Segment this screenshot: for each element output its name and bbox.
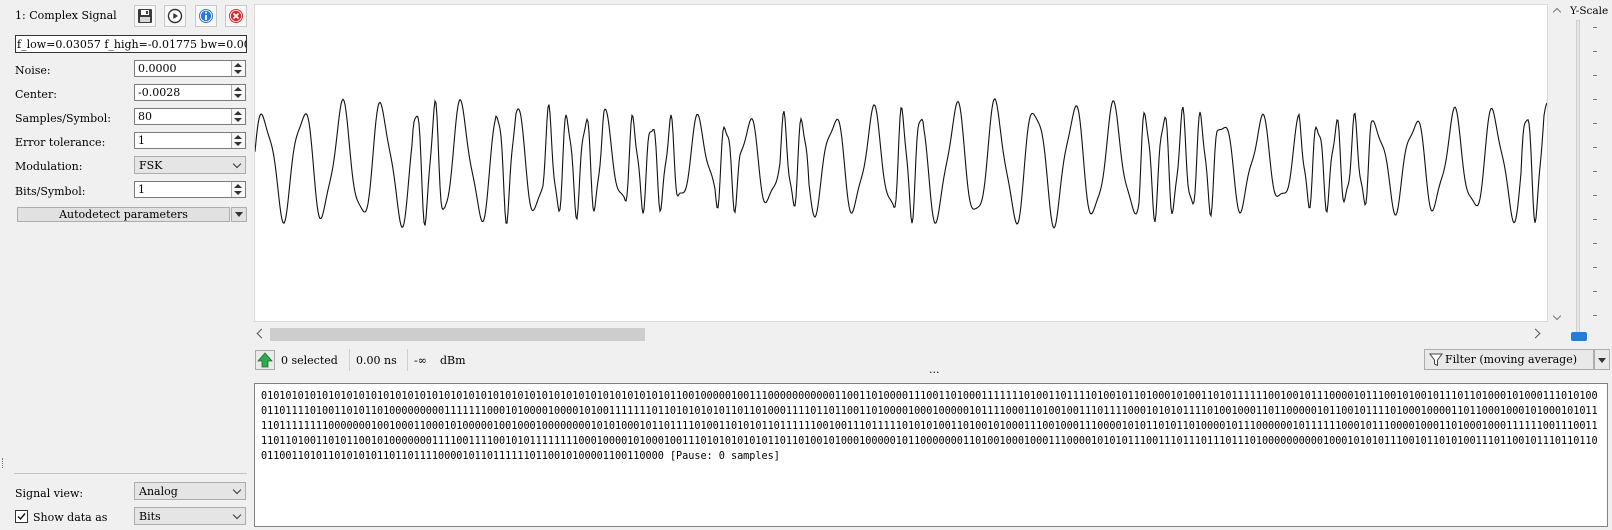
samples-per-symbol-spinbox[interactable]: 80 [134, 108, 246, 125]
y-scale-tick [1593, 291, 1597, 292]
y-scale-tick [1593, 75, 1597, 76]
filter-menu-button[interactable] [1594, 349, 1610, 370]
demodulated-bits: 0101010101010101010101010101010101010101… [261, 389, 1601, 464]
samples-per-symbol-label: Samples/Symbol: [15, 112, 112, 125]
waveform [255, 98, 1547, 229]
dropdown-arrow-icon [235, 212, 243, 217]
left-panel-divider [14, 473, 247, 474]
show-data-checkbox[interactable] [15, 510, 28, 523]
y-scale-tick [1593, 27, 1597, 28]
y-scale-scroll-down[interactable] [1552, 311, 1562, 321]
center-stepper[interactable] [231, 85, 245, 100]
center-label: Center: [15, 88, 57, 101]
green-up-arrow-icon [257, 352, 273, 368]
y-scale-tick [1593, 147, 1597, 148]
info-icon [199, 9, 213, 23]
y-scale-tick [1593, 219, 1597, 220]
center-value: -0.0028 [138, 86, 181, 99]
play-circle-icon [167, 8, 183, 24]
autodetect-button[interactable]: Autodetect parameters [17, 207, 230, 222]
export-button[interactable] [255, 350, 275, 370]
filter-button[interactable]: Filter (moving average) [1424, 349, 1594, 370]
autodetect-menu-button[interactable] [231, 207, 247, 222]
waveform-trace [255, 98, 1547, 229]
pause-marker: [Pause: 0 samples] [669, 451, 780, 462]
center-spinbox[interactable]: -0.0028 [134, 84, 246, 101]
floppy-disk-icon [138, 9, 152, 23]
chevron-down-icon [232, 485, 242, 495]
close-icon [229, 9, 243, 23]
bits-per-symbol-label: Bits/Symbol: [15, 185, 86, 198]
signal-view-select[interactable]: Analog [134, 482, 246, 500]
signal-info-field[interactable]: f_low=0.03057 f_high=-0.01775 bw=0.001 [15, 35, 247, 53]
chevron-down-icon [232, 159, 242, 169]
selection-duration: 0.00 ns [356, 354, 397, 367]
samples-per-symbol-stepper[interactable] [231, 109, 245, 124]
y-scale-tick [1593, 315, 1597, 316]
data-view[interactable]: 0101010101010101010101010101010101010101… [254, 383, 1608, 527]
bits-per-symbol-spinbox[interactable]: 1 [134, 181, 246, 198]
modulation-select[interactable]: FSK [134, 156, 246, 174]
power-value: -∞ [414, 354, 427, 367]
show-data-value: Bits [139, 510, 161, 523]
scroll-left-icon[interactable] [256, 328, 267, 339]
scroll-thumb[interactable] [270, 328, 645, 341]
funnel-icon [1429, 353, 1443, 367]
noise-value: 0.0000 [138, 62, 177, 75]
save-button[interactable] [134, 5, 156, 27]
splitter-handle[interactable] [2, 458, 5, 468]
modulation-label: Modulation: [15, 160, 83, 173]
error-tolerance-value: 1 [138, 134, 145, 147]
noise-stepper[interactable] [231, 61, 245, 76]
error-tolerance-label: Error tolerance: [15, 136, 106, 149]
y-scale-tick [1593, 51, 1597, 52]
modulation-value: FSK [139, 159, 163, 172]
y-scale-tick [1593, 99, 1597, 100]
y-scale-tick [1593, 243, 1597, 244]
scroll-right-icon[interactable] [1530, 328, 1541, 339]
info-button[interactable] [195, 5, 217, 27]
filter-label: Filter (moving average) [1445, 353, 1577, 366]
y-scale-tick [1593, 123, 1597, 124]
y-scale-slider[interactable] [1576, 20, 1580, 338]
bits-per-symbol-stepper[interactable] [231, 182, 245, 197]
noise-spinbox[interactable]: 0.0000 [134, 60, 246, 77]
y-scale-tick [1593, 171, 1597, 172]
show-data-label: Show data as [33, 511, 108, 524]
noise-label: Noise: [15, 64, 51, 77]
power-unit: dBm [440, 354, 466, 367]
y-scale-tick [1593, 195, 1597, 196]
autodetect-label: Autodetect parameters [59, 208, 188, 221]
y-scale-handle[interactable] [1571, 332, 1587, 341]
signal-graph[interactable] [254, 4, 1548, 322]
selection-count: 0 selected [281, 354, 338, 367]
bits-per-symbol-value: 1 [138, 183, 145, 196]
close-signal-button[interactable] [225, 5, 247, 27]
chevron-down-icon [232, 510, 242, 520]
horizontal-scrollbar[interactable] [254, 325, 1548, 343]
samples-per-symbol-value: 80 [138, 110, 152, 123]
replay-button[interactable] [164, 5, 186, 27]
y-scale-scroll-up[interactable] [1552, 7, 1562, 17]
y-scale-label: Y-Scale [1570, 5, 1609, 17]
signal-info-text: f_low=0.03057 f_high=-0.01775 bw=0.001 [17, 38, 247, 51]
status-separator [407, 349, 408, 371]
show-data-select[interactable]: Bits [134, 507, 246, 525]
signal-title: 1: Complex Signal [15, 9, 117, 22]
error-tolerance-spinbox[interactable]: 1 [134, 132, 246, 149]
status-separator [349, 349, 350, 371]
check-icon [17, 513, 26, 521]
signal-view-label: Signal view: [15, 487, 84, 500]
error-tolerance-stepper[interactable] [231, 133, 245, 148]
signal-view-value: Analog [139, 485, 178, 498]
splitter-dots[interactable]: ... [929, 363, 940, 376]
dropdown-arrow-icon [1598, 358, 1606, 363]
y-scale-tick [1593, 267, 1597, 268]
bit-string: 0101010101010101010101010101010101010101… [261, 391, 1598, 462]
